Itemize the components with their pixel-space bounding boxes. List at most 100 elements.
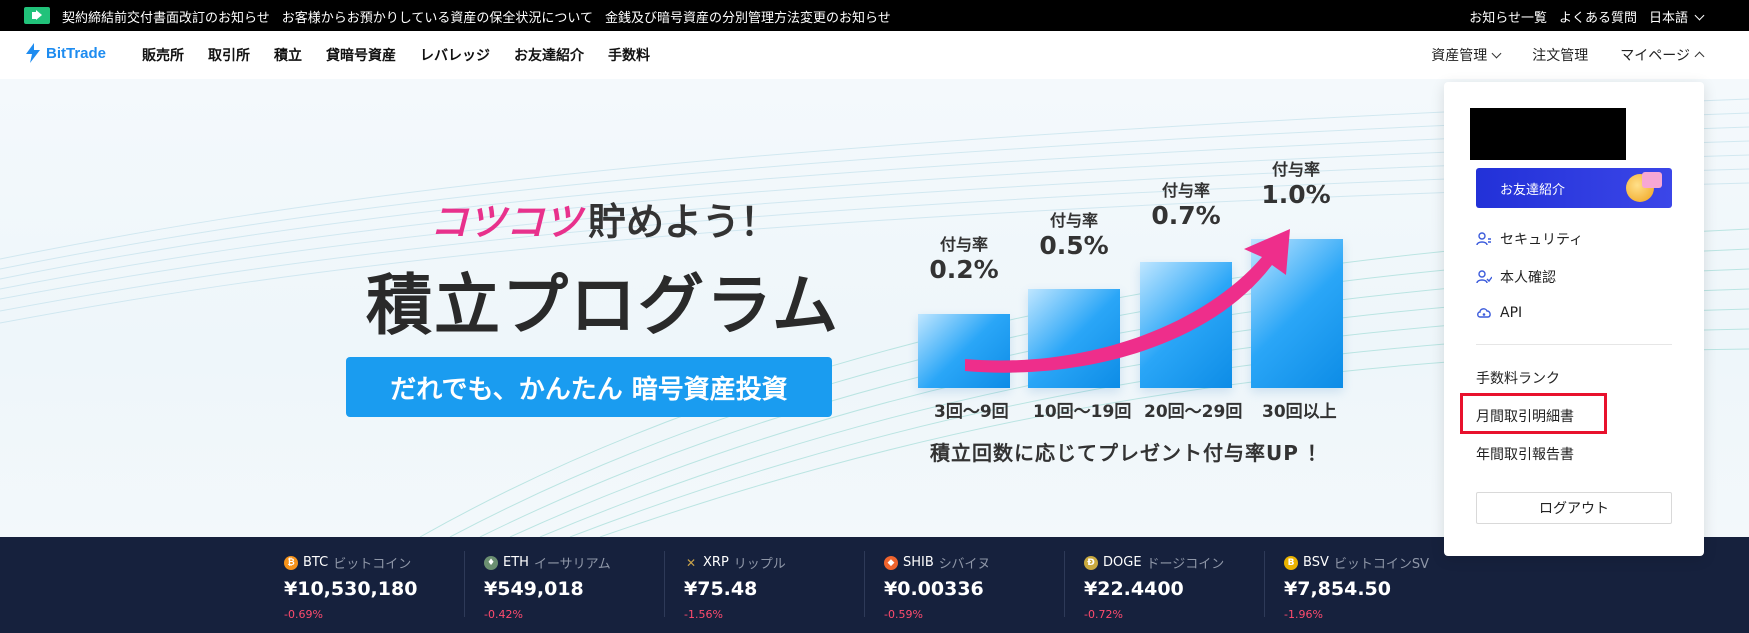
ticker-item-bsv[interactable]: B BSV ビットコインSV ¥7,854.50 -1.96% xyxy=(1284,537,1464,633)
order-management-link[interactable]: 注文管理 xyxy=(1532,48,1589,64)
rate-label: 付与率 0.7% xyxy=(1144,177,1228,230)
count-label: 10回～19回 xyxy=(1033,402,1132,422)
dropdown-item-label: 年間取引報告書 xyxy=(1476,447,1574,463)
dropdown-item-identity[interactable]: 本人確認 xyxy=(1476,267,1556,287)
dropdown-item-monthly-statement[interactable]: 月間取引明細書 xyxy=(1476,406,1574,426)
ticker-symbol: B BSV ビットコインSV xyxy=(1284,553,1429,572)
cloud-icon xyxy=(1476,305,1492,321)
hero-subtitle-text: 貯めよう！ xyxy=(588,200,779,244)
ticker-item-xrp[interactable]: ✕ XRP リップル ¥75.48 -1.56% xyxy=(684,537,864,633)
logo-text: BitTrade xyxy=(46,44,107,62)
ticker-item-eth[interactable]: ♦ ETH イーサリアム ¥549,018 -0.42% xyxy=(484,537,664,633)
ticker-divider xyxy=(664,551,665,617)
rate-label-value: 1.0% xyxy=(1261,180,1331,209)
top-links: お知らせ一覧 よくある質問 日本語 xyxy=(1469,7,1705,26)
hero-subtitle-accent: コツコツ xyxy=(430,200,583,244)
referral-banner[interactable]: お友達紹介 xyxy=(1476,168,1672,208)
ticker-symbol: ₿ BTC ビットコイン xyxy=(284,553,411,572)
rate-label-value: 0.7% xyxy=(1151,201,1221,230)
ticker-symbol: Ð DOGE ドージコイン xyxy=(1084,553,1224,572)
ticker-code: BSV xyxy=(1303,555,1329,570)
faq-link[interactable]: よくある質問 xyxy=(1558,11,1637,26)
hero-subtitle: コツコツ 貯めよう！ xyxy=(430,191,778,246)
nav-item-hanbaisho[interactable]: 販売所 xyxy=(142,48,184,64)
dropdown-item-api[interactable]: API xyxy=(1476,305,1522,321)
btc-coin-icon: ₿ xyxy=(284,555,298,570)
dropdown-item-security[interactable]: セキュリティ xyxy=(1476,229,1583,249)
nav-item-fees[interactable]: 手数料 xyxy=(608,48,650,64)
rate-bar xyxy=(1028,289,1120,388)
ticker-change: -1.56% xyxy=(684,608,723,621)
dropdown-item-label: セキュリティ xyxy=(1500,232,1584,248)
referral-banner-label: お友達紹介 xyxy=(1500,182,1566,198)
account-nav: 資産管理 注文管理 マイページ xyxy=(1431,45,1705,65)
bittrade-logo-icon xyxy=(24,43,42,63)
bsv-coin-icon: B xyxy=(1284,555,1298,570)
nav-item-lending[interactable]: 貸暗号資産 xyxy=(326,48,396,64)
ticker-divider xyxy=(864,551,865,617)
ticker-item-btc[interactable]: ₿ BTC ビットコイン ¥10,530,180 -0.69% xyxy=(284,537,464,633)
logo[interactable]: BitTrade xyxy=(24,43,106,63)
ticker-price: ¥10,530,180 xyxy=(284,578,418,600)
main-header: BitTrade 販売所 取引所 積立 貸暗号資産 レバレッジ お友達紹介 手数… xyxy=(0,31,1749,79)
ticker-divider xyxy=(464,551,465,617)
language-label: 日本語 xyxy=(1648,11,1688,26)
nav-item-torihikisho[interactable]: 取引所 xyxy=(208,48,250,64)
rate-label-title: 付与率 xyxy=(1161,181,1210,200)
rate-label-title: 付与率 xyxy=(1049,211,1098,230)
asset-management-menu[interactable]: 資産管理 xyxy=(1431,45,1502,65)
ticker-symbol: ♦ ETH イーサリアム xyxy=(484,553,611,572)
rate-label: 付与率 0.5% xyxy=(1032,207,1116,260)
notice-list: 契約締結前交付書面改訂のお知らせ お客様からお預かりしている資産の保全状況につい… xyxy=(62,7,891,26)
ticker-code: XRP xyxy=(703,555,729,570)
doge-coin-icon: Ð xyxy=(1084,555,1098,570)
notice-link[interactable]: お客様からお預かりしている資産の保全状況について xyxy=(281,11,593,26)
ticker-price: ¥0.00336 xyxy=(884,578,984,600)
news-list-link[interactable]: お知らせ一覧 xyxy=(1469,11,1547,26)
shib-coin-icon: ◆ xyxy=(884,555,898,570)
logout-button[interactable]: ログアウト xyxy=(1476,492,1672,524)
mypage-menu[interactable]: マイページ xyxy=(1620,45,1705,65)
asset-management-label: 資産管理 xyxy=(1431,48,1488,64)
language-selector[interactable]: 日本語 xyxy=(1648,7,1705,26)
ticker-name: ビットコインSV xyxy=(1333,557,1429,572)
dropdown-item-fee-rank[interactable]: 手数料ランク xyxy=(1476,368,1560,388)
ticker-symbol: ✕ XRP リップル xyxy=(684,553,786,572)
hero-footnote: 積立回数に応じてプレゼント付与率UP ！ xyxy=(930,441,1328,465)
ticker-item-shib[interactable]: ◆ SHIB シバイヌ ¥0.00336 -0.59% xyxy=(884,537,1064,633)
dropdown-item-label: 手数料ランク xyxy=(1476,371,1560,387)
highlight-box xyxy=(1460,393,1607,434)
chevron-up-icon xyxy=(1694,51,1705,62)
dropdown-item-label: API xyxy=(1500,305,1523,321)
notice-link[interactable]: 契約締結前交付書面改訂のお知らせ xyxy=(62,11,270,26)
ticker-item-doge[interactable]: Ð DOGE ドージコイン ¥22.4400 -0.72% xyxy=(1084,537,1264,633)
dropdown-divider xyxy=(1476,344,1672,345)
dropdown-item-annual-report[interactable]: 年間取引報告書 xyxy=(1476,444,1574,464)
chevron-down-icon xyxy=(1694,10,1705,21)
rate-bar xyxy=(918,314,1010,388)
user-shield-icon xyxy=(1476,231,1492,247)
ticker-code: ETH xyxy=(503,555,529,570)
notice-bar: 契約締結前交付書面改訂のお知らせ お客様からお預かりしている資産の保全状況につい… xyxy=(0,0,1749,31)
nav-item-tsumitate[interactable]: 積立 xyxy=(274,48,302,64)
rate-label-title: 付与率 xyxy=(1271,160,1320,179)
notice-link[interactable]: 金銭及び暗号資産の分別管理方法変更のお知らせ xyxy=(604,11,891,26)
ticker-change: -0.72% xyxy=(1084,608,1123,621)
megaphone-icon xyxy=(24,7,50,24)
dropdown-item-label: 本人確認 xyxy=(1500,270,1556,286)
eth-coin-icon: ♦ xyxy=(484,555,498,570)
count-label: 20回～29回 xyxy=(1144,402,1243,422)
ticker-code: BTC xyxy=(303,555,329,570)
ticker-name: イーサリアム xyxy=(533,557,611,572)
primary-nav: 販売所 取引所 積立 貸暗号資産 レバレッジ お友達紹介 手数料 xyxy=(142,45,650,65)
redacted-user-info xyxy=(1470,108,1626,160)
ticker-price: ¥22.4400 xyxy=(1084,578,1184,600)
gift-icon xyxy=(1642,172,1662,188)
ticker-code: SHIB xyxy=(903,555,934,570)
hero-cta-button[interactable]: だれでも、かんたん 暗号資産投資 xyxy=(346,357,832,417)
nav-item-referral[interactable]: お友達紹介 xyxy=(514,48,584,64)
nav-item-leverage[interactable]: レバレッジ xyxy=(420,48,490,64)
rate-label-value: 0.2% xyxy=(929,255,999,284)
ticker-name: ドージコイン xyxy=(1146,557,1225,572)
count-label: 3回～9回 xyxy=(934,402,1009,422)
